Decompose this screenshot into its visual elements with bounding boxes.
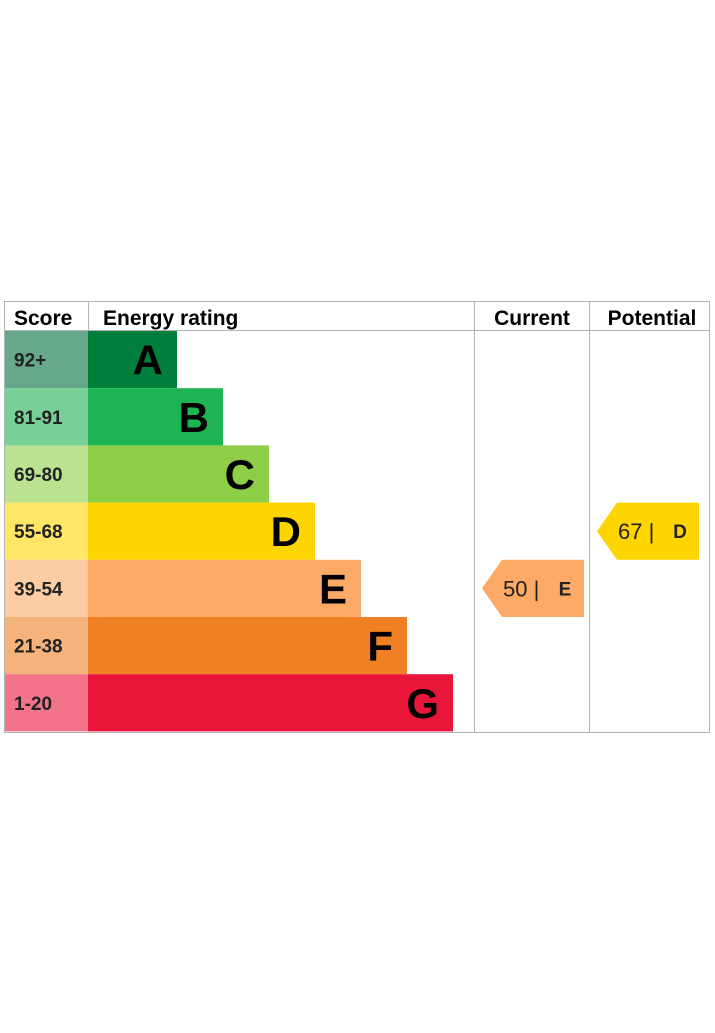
score-cell-e (5, 559, 88, 617)
score-label-g: 1-20 (14, 694, 52, 715)
rating-bands: 92+ A 81-91 B 69-80 C 55-68 D 39-54 E 21-38 F 1-20 G (5, 331, 453, 732)
band-letter-c: C (225, 451, 255, 498)
band-letter-g: G (406, 680, 439, 727)
rating-arrows: 50 | E 67 | D (482, 502, 699, 617)
potential-rating-letter: D (673, 522, 687, 543)
band-letter-a: A (133, 337, 163, 384)
score-cell-d (5, 502, 88, 560)
score-cell-g (5, 674, 88, 732)
header-score: Score (14, 307, 72, 330)
header-energy-rating: Energy rating (103, 307, 238, 330)
table-grid (4, 301, 710, 733)
header-potential: Potential (608, 307, 697, 330)
band-letter-d: D (271, 508, 301, 555)
score-cell-c (5, 445, 88, 503)
score-cell-b (5, 388, 88, 446)
band-bar-c (88, 445, 269, 503)
score-label-b: 81-91 (14, 408, 63, 429)
band-bar-b (88, 388, 223, 446)
band-bar-f (88, 617, 407, 675)
score-label-a: 92+ (14, 351, 46, 372)
table-border (4, 301, 710, 733)
potential-rating-arrow (597, 502, 699, 560)
current-rating-arrow (482, 559, 584, 617)
band-bar-a (88, 331, 177, 389)
potential-rating-value: 67 | (618, 519, 654, 544)
score-label-c: 69-80 (14, 465, 63, 486)
band-bar-e (88, 559, 361, 617)
band-letter-b: B (179, 394, 209, 441)
score-label-e: 39-54 (14, 579, 63, 600)
band-letter-f: F (367, 623, 393, 670)
score-label-d: 55-68 (14, 522, 63, 543)
current-rating-value: 50 | (503, 576, 539, 601)
header-current: Current (494, 307, 570, 330)
score-label-f: 21-38 (14, 637, 63, 658)
band-bar-g (88, 674, 453, 732)
band-letter-e: E (319, 565, 347, 612)
current-rating-letter: E (559, 579, 572, 600)
score-cell-f (5, 617, 88, 675)
band-bar-d (88, 502, 315, 560)
score-cell-a (5, 331, 88, 389)
